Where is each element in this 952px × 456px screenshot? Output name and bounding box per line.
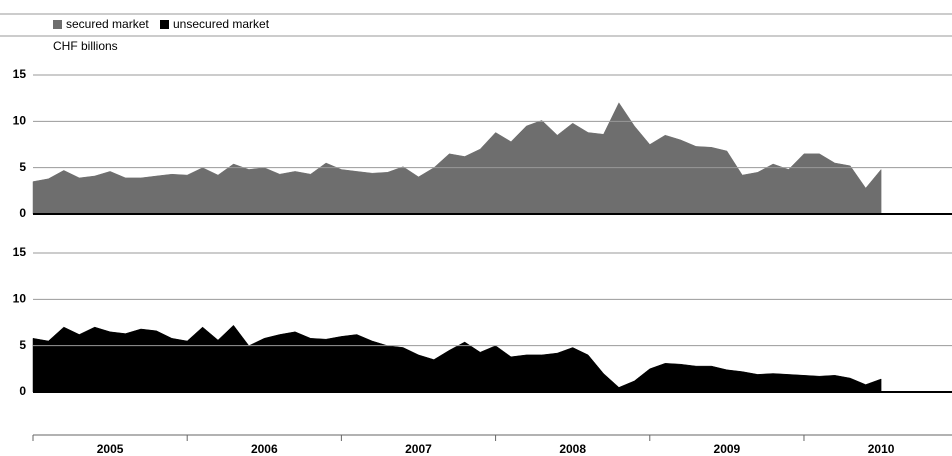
area: [32, 102, 882, 215]
y-tick-label: 10: [13, 292, 27, 306]
y-tick-label: 15: [13, 245, 27, 259]
y-tick-label: 15: [13, 67, 27, 81]
legend-label: secured market: [66, 17, 149, 31]
legend-swatch: [160, 20, 169, 29]
legend-swatch: [53, 20, 62, 29]
y-tick-label: 5: [19, 160, 26, 174]
y-tick-label: 10: [13, 114, 27, 128]
y-axis-label: CHF billions: [53, 39, 118, 53]
x-tick-label: 2008: [559, 442, 586, 456]
y-tick-label: 5: [19, 338, 26, 352]
x-tick-label: 2005: [97, 442, 124, 456]
legend-label: unsecured market: [173, 17, 270, 31]
x-tick-label: 2009: [714, 442, 741, 456]
x-tick-label: 2010: [868, 442, 895, 456]
y-tick-label: 0: [19, 384, 26, 398]
y-tick-label: 0: [19, 206, 26, 220]
area: [32, 324, 882, 393]
x-tick-label: 2007: [405, 442, 432, 456]
x-tick-label: 2006: [251, 442, 278, 456]
